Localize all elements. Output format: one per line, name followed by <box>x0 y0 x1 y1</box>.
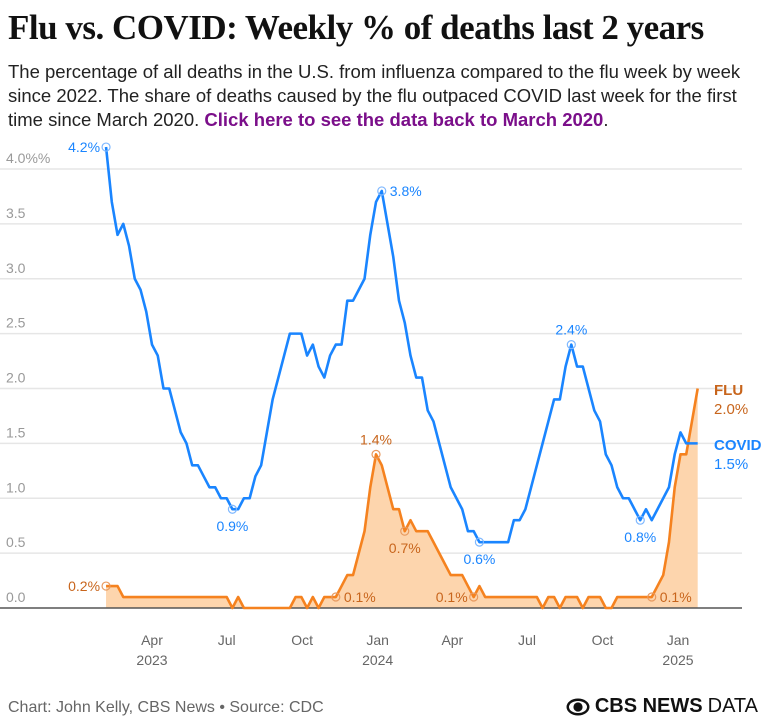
y-tick-label: 3.5 <box>6 205 26 221</box>
y-tick-label: 3.0 <box>6 260 26 276</box>
cbs-news-data-logo: CBS NEWS DATA <box>566 695 758 718</box>
y-tick-label: 0.5 <box>6 534 26 550</box>
annotation-label: 4.2% <box>68 139 100 155</box>
chart-subtitle: The percentage of all deaths in the U.S.… <box>8 60 763 132</box>
flu-end-value: 2.0% <box>714 401 748 418</box>
y-tick-label: 4.0%% <box>6 150 50 166</box>
x-tick-label: Jan <box>366 632 389 648</box>
annotation-label: 1.4% <box>360 431 392 447</box>
logo-text: CBS NEWS <box>594 695 703 717</box>
annotation-label: 3.8% <box>390 183 422 199</box>
annotation-marker <box>474 537 485 547</box>
y-tick-label: 1.5 <box>6 424 26 440</box>
annotation-label: 0.8% <box>624 529 656 545</box>
annotation-marker <box>647 592 657 602</box>
logo-suffix: DATA <box>707 695 758 717</box>
flu-series-label: FLU <box>714 382 743 399</box>
chart-title: Flu vs. COVID: Weekly % of deaths last 2… <box>8 8 704 47</box>
y-tick-label: 0.0 <box>6 589 26 605</box>
flu-line <box>106 388 699 610</box>
y-tick-label: 2.5 <box>6 315 26 331</box>
covid-line <box>104 146 698 544</box>
source-credit: Chart: John Kelly, CBS News • Source: CD… <box>8 699 324 716</box>
x-tick-label: Jul <box>518 632 536 648</box>
data-link[interactable]: Click here to see the data back to March… <box>204 109 604 130</box>
annotation-marker <box>101 142 111 152</box>
covid-series-label: COVID <box>714 437 762 454</box>
x-tick-label: Jul <box>218 632 236 648</box>
annotation-marker <box>227 504 238 514</box>
annotation-marker <box>469 592 479 602</box>
annotation-marker <box>566 340 576 350</box>
y-tick-label: 2.0 <box>6 370 26 386</box>
x-tick-label: Jan <box>667 632 690 648</box>
covid-end-value: 1.5% <box>714 456 748 473</box>
annotation-label: 0.2% <box>68 578 100 594</box>
x-tick-label: Apr <box>141 632 163 648</box>
annotation-marker <box>371 449 381 459</box>
annotation-label: 0.6% <box>463 551 495 567</box>
annotation-marker <box>331 592 341 602</box>
x-tick-year: 2025 <box>662 652 693 668</box>
annotation-label: 0.1% <box>344 589 376 605</box>
annotation-label: 0.7% <box>389 540 421 556</box>
x-tick-year: 2024 <box>362 652 393 668</box>
annotation-marker <box>400 526 410 536</box>
cbs-eye-icon <box>566 698 590 715</box>
x-tick-label: Apr <box>441 632 463 648</box>
flu-area <box>106 388 698 608</box>
annotation-label: 0.9% <box>216 518 248 534</box>
x-tick-year: 2023 <box>136 652 167 668</box>
annotation-label: 2.4% <box>555 322 587 338</box>
x-tick-label: Oct <box>291 632 313 648</box>
annotation-label: 0.1% <box>660 589 692 605</box>
annotation-marker <box>377 186 387 196</box>
annotation-label: 0.1% <box>436 589 468 605</box>
x-tick-label: Oct <box>592 632 614 648</box>
subtitle-text: The percentage of all deaths in the U.S.… <box>8 61 741 130</box>
subtitle-suffix: . <box>603 109 609 130</box>
annotation-marker <box>635 515 645 525</box>
annotation-marker <box>101 581 111 591</box>
y-tick-label: 1.0 <box>6 479 26 495</box>
